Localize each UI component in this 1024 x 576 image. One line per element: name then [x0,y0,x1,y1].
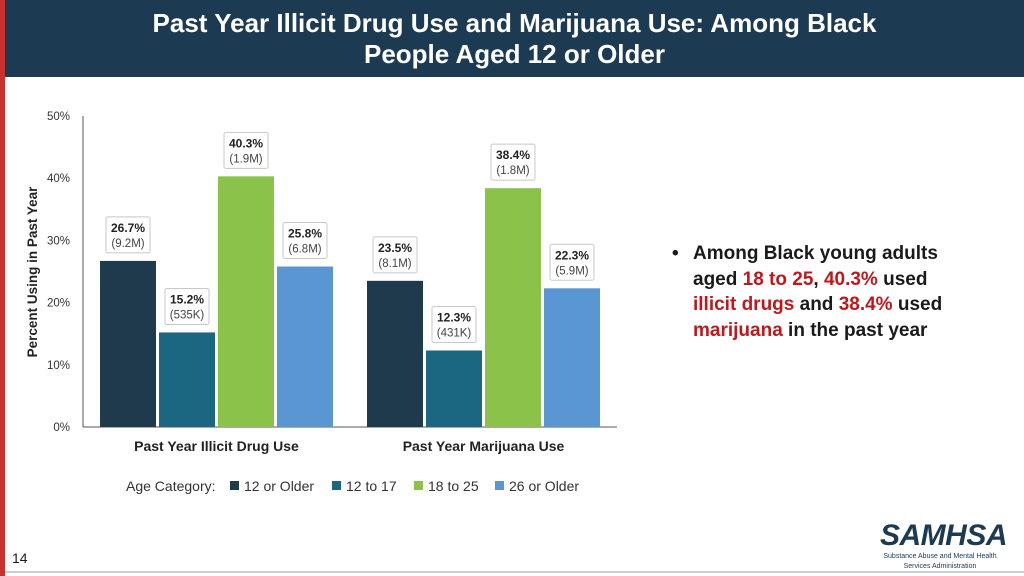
y-axis-title: Percent Using in Past Year [25,186,40,358]
bar-chart: 0% 10% 20% 30% 40% 50% Percent Using in Past Y… [25,111,617,494]
data-label-box [372,236,418,274]
data-label-box [490,143,536,181]
data-label-count: (8.1M) [378,258,411,270]
data-label-count: (9.2M) [111,238,144,250]
legend-entry: 26 or Older [509,478,579,494]
y-tick-label: 0% [53,422,70,434]
data-label-box [105,216,151,254]
y-tick-label: 40% [47,173,70,185]
data-label-box [164,287,210,325]
title-banner: Past Year Illicit Drug Use and Marijuana… [5,0,1024,77]
bullet-dot: • [672,243,679,264]
legend-swatch [414,481,423,490]
legend-entry: 12 to 17 [346,478,397,494]
page-number: 14 [12,550,28,566]
left-accent-bar [0,0,5,576]
data-label: 15.2% [170,292,204,306]
bar [277,266,333,427]
data-label-box [282,222,328,260]
y-tick-label: 50% [47,111,70,123]
bullet-highlight-illicit-percent: 40.3% [823,268,878,290]
y-tick-label: 30% [47,235,70,247]
y-tick-label: 20% [47,298,70,310]
data-label: 40.3% [229,136,263,150]
bullet-point: • Among Black young adults aged 18 to 25… [672,241,972,343]
bullet-text-part: , [813,268,824,290]
data-label-box [431,305,477,343]
data-label: 23.5% [378,241,412,255]
legend-entry: 18 to 25 [428,478,479,494]
legend-entry: 12 or Older [244,478,314,494]
data-label-count: (535K) [170,309,205,321]
data-label-box [549,243,595,281]
bullet-text-part: used [877,268,928,290]
legend-title: Age Category: [126,478,216,494]
bar [367,280,423,427]
bullet-highlight-marijuana: marijuana [693,319,783,341]
samhsa-logo: SAMHSA Substance Abuse and Mental Health… [880,519,1008,571]
logo-wordmark: SAMHSA [880,519,1008,552]
bar [485,188,541,427]
bar [100,260,156,427]
bullet-highlight-marijuana-percent: 38.4% [838,294,893,315]
y-tick-label: 10% [47,360,70,372]
bar [218,176,274,427]
bullet-text-part: and [794,294,839,315]
bullet-text-part: used [892,294,943,315]
logo-subtitle-line-2: Services Administration [903,563,977,570]
data-label-box [223,131,269,169]
data-label-count: (5.9M) [555,265,588,277]
data-label: 22.3% [555,248,589,262]
bar [426,350,482,427]
bottom-rule [5,571,1024,573]
bar [544,288,600,427]
bar [159,332,215,427]
data-label-count: (431K) [437,327,472,339]
logo-subtitle-line-1: Substance Abuse and Mental Health [883,553,997,560]
bullet-text-part: in the past year [782,319,928,341]
data-label: 12.3% [437,310,471,324]
data-label-count: (6.8M) [288,244,321,256]
x-category-label: Past Year Marijuana Use [403,438,565,454]
legend-swatch [332,481,341,490]
data-label-count: (1.8M) [496,165,529,177]
legend-swatch [495,481,504,490]
legend-swatch [230,481,239,490]
slide-title-line-1: Past Year Illicit Drug Use and Marijuana… [152,7,877,38]
bullet-text-part: Among Black young adults aged [693,243,938,290]
slide-title-line-2: People Aged 12 or Older [363,38,665,69]
bullet-highlight-illicit-drugs: illicit drugs [693,294,795,315]
bullet-highlight-age: 18 to 25 [742,268,814,290]
data-label: 25.8% [288,227,322,241]
data-label: 38.4% [496,148,530,162]
bullet-text: Among Black young adults aged 18 to 25, … [693,241,972,343]
data-label: 26.7% [111,221,145,235]
data-label-count: (1.9M) [229,153,262,165]
x-category-label: Past Year Illicit Drug Use [134,438,299,454]
